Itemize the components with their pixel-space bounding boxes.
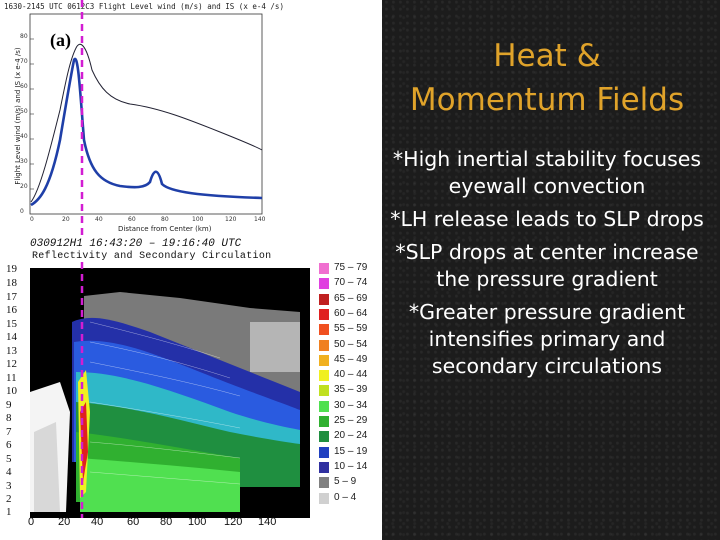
- x-tick: 120: [224, 516, 243, 528]
- y-tick: 0: [20, 208, 24, 215]
- km-tick: 7: [6, 426, 12, 438]
- legend-label: 10 – 14: [334, 460, 368, 472]
- km-tick: 18: [6, 277, 17, 289]
- bullet-item: *Greater pressure gradient intensifies p…: [408, 300, 686, 378]
- legend-swatch: [319, 446, 329, 458]
- legend-label: 50 – 54: [334, 338, 368, 350]
- panel-a: 1630-2145 UTC 0612C3 Flight Level wind (…: [0, 0, 382, 238]
- legend-swatch: [319, 492, 329, 504]
- y-tick: 30: [20, 158, 28, 165]
- km-tick: 11: [6, 372, 17, 384]
- legend-label: 35 – 39: [334, 384, 368, 396]
- legend-swatch: [319, 400, 329, 412]
- legend-swatch: [319, 308, 329, 320]
- legend-label: 70 – 74: [334, 277, 368, 289]
- km-tick: 5: [6, 453, 12, 465]
- x-tick: 100: [192, 216, 204, 223]
- legend-label: 0 – 4: [334, 491, 357, 503]
- legend-swatch: [319, 293, 329, 305]
- x-tick: 60: [127, 516, 140, 528]
- legend-label: 65 – 69: [334, 292, 368, 304]
- legend-label: 25 – 29: [334, 415, 368, 426]
- legend-swatch: [319, 324, 329, 336]
- km-tick: 19: [6, 263, 17, 275]
- legend-swatch: [319, 370, 329, 382]
- legend-swatch: [319, 477, 329, 489]
- km-tick: 3: [6, 480, 12, 492]
- km-tick: 14: [6, 331, 17, 343]
- km-tick: 2: [6, 493, 12, 505]
- x-tick: 100: [188, 516, 207, 528]
- bullet-list: *High inertial stability focuses eyewall…: [384, 146, 710, 386]
- x-tick: 120: [225, 216, 237, 223]
- legend-label: 5 – 9: [334, 476, 357, 488]
- km-tick: 16: [6, 304, 17, 316]
- legend-swatch: [319, 354, 329, 366]
- y-tick: 60: [20, 83, 28, 90]
- slide-title: Heat & Momentum Fields: [384, 34, 710, 122]
- km-tick: 12: [6, 358, 17, 370]
- legend-swatch: [319, 461, 329, 473]
- panel-a-x-axis-label: Distance from Center (km): [118, 225, 212, 233]
- legend-label: 55 – 59: [334, 323, 368, 335]
- km-tick: 9: [6, 399, 12, 411]
- legend-label: 30 – 34: [334, 399, 368, 411]
- is-curve: [30, 57, 263, 207]
- km-tick: 6: [6, 439, 12, 451]
- km-tick: 10: [6, 385, 17, 397]
- wind-curve: [30, 43, 263, 203]
- panel-b-header: 030912H1 16:43:20 – 19:16:40 UTC: [30, 238, 242, 250]
- panel-b-subheader: Reflectivity and Secondary Circulation: [32, 251, 272, 262]
- x-tick: 0: [30, 216, 34, 223]
- km-tick: 17: [6, 291, 17, 303]
- y-tick: 40: [20, 133, 28, 140]
- legend-label: 45 – 49: [334, 353, 368, 365]
- x-tick: 20: [62, 216, 70, 223]
- legend-label: 40 – 44: [334, 369, 368, 381]
- km-tick: 4: [6, 466, 12, 478]
- bullet-item: *High inertial stability focuses eyewall…: [392, 147, 702, 198]
- x-tick: 80: [161, 216, 169, 223]
- legend-label: 15 – 19: [334, 445, 368, 457]
- km-tick: 8: [6, 412, 12, 424]
- legend-swatch: [319, 416, 329, 427]
- y-tick: 20: [20, 183, 28, 190]
- panel-a-label: (a): [50, 30, 71, 50]
- legend-swatch: [319, 263, 329, 274]
- x-tick: 40: [91, 516, 104, 528]
- panel-a-header: 1630-2145 UTC 0612C3 Flight Level wind (…: [4, 2, 284, 11]
- legend-swatch: [319, 339, 329, 351]
- bullet-item: *LH release leads to SLP drops: [390, 207, 704, 231]
- legend-swatch: [319, 431, 329, 443]
- x-tick: 20: [58, 516, 71, 528]
- panel-b-label: (b): [50, 276, 72, 296]
- y-tick: 80: [20, 33, 28, 40]
- x-tick: 140: [254, 216, 266, 223]
- x-tick: 60: [128, 216, 136, 223]
- legend-label: 60 – 64: [334, 307, 368, 319]
- legend-label: 20 – 24: [334, 430, 368, 442]
- y-tick: 50: [20, 108, 28, 115]
- figure-panel: 1630-2145 UTC 0612C3 Flight Level wind (…: [0, 0, 382, 540]
- title-line-2: Momentum Fields: [409, 82, 685, 118]
- km-tick: 15: [6, 318, 17, 330]
- x-tick: 80: [160, 516, 173, 528]
- panel-a-plot: [29, 0, 263, 238]
- y-tick: 70: [20, 58, 28, 65]
- x-tick: 140: [258, 516, 277, 528]
- x-tick: 40: [95, 216, 103, 223]
- x-tick: 0: [28, 516, 35, 528]
- km-tick: 13: [6, 345, 17, 357]
- title-line-1: Heat &: [493, 38, 601, 74]
- bullet-item: *SLP drops at center increase the pressu…: [395, 240, 699, 291]
- legend-swatch: [319, 278, 329, 290]
- panel-b-plot: [30, 262, 310, 518]
- km-tick: 1: [6, 506, 12, 518]
- legend-swatch: [319, 385, 329, 397]
- legend-label: 75 – 79: [334, 262, 368, 273]
